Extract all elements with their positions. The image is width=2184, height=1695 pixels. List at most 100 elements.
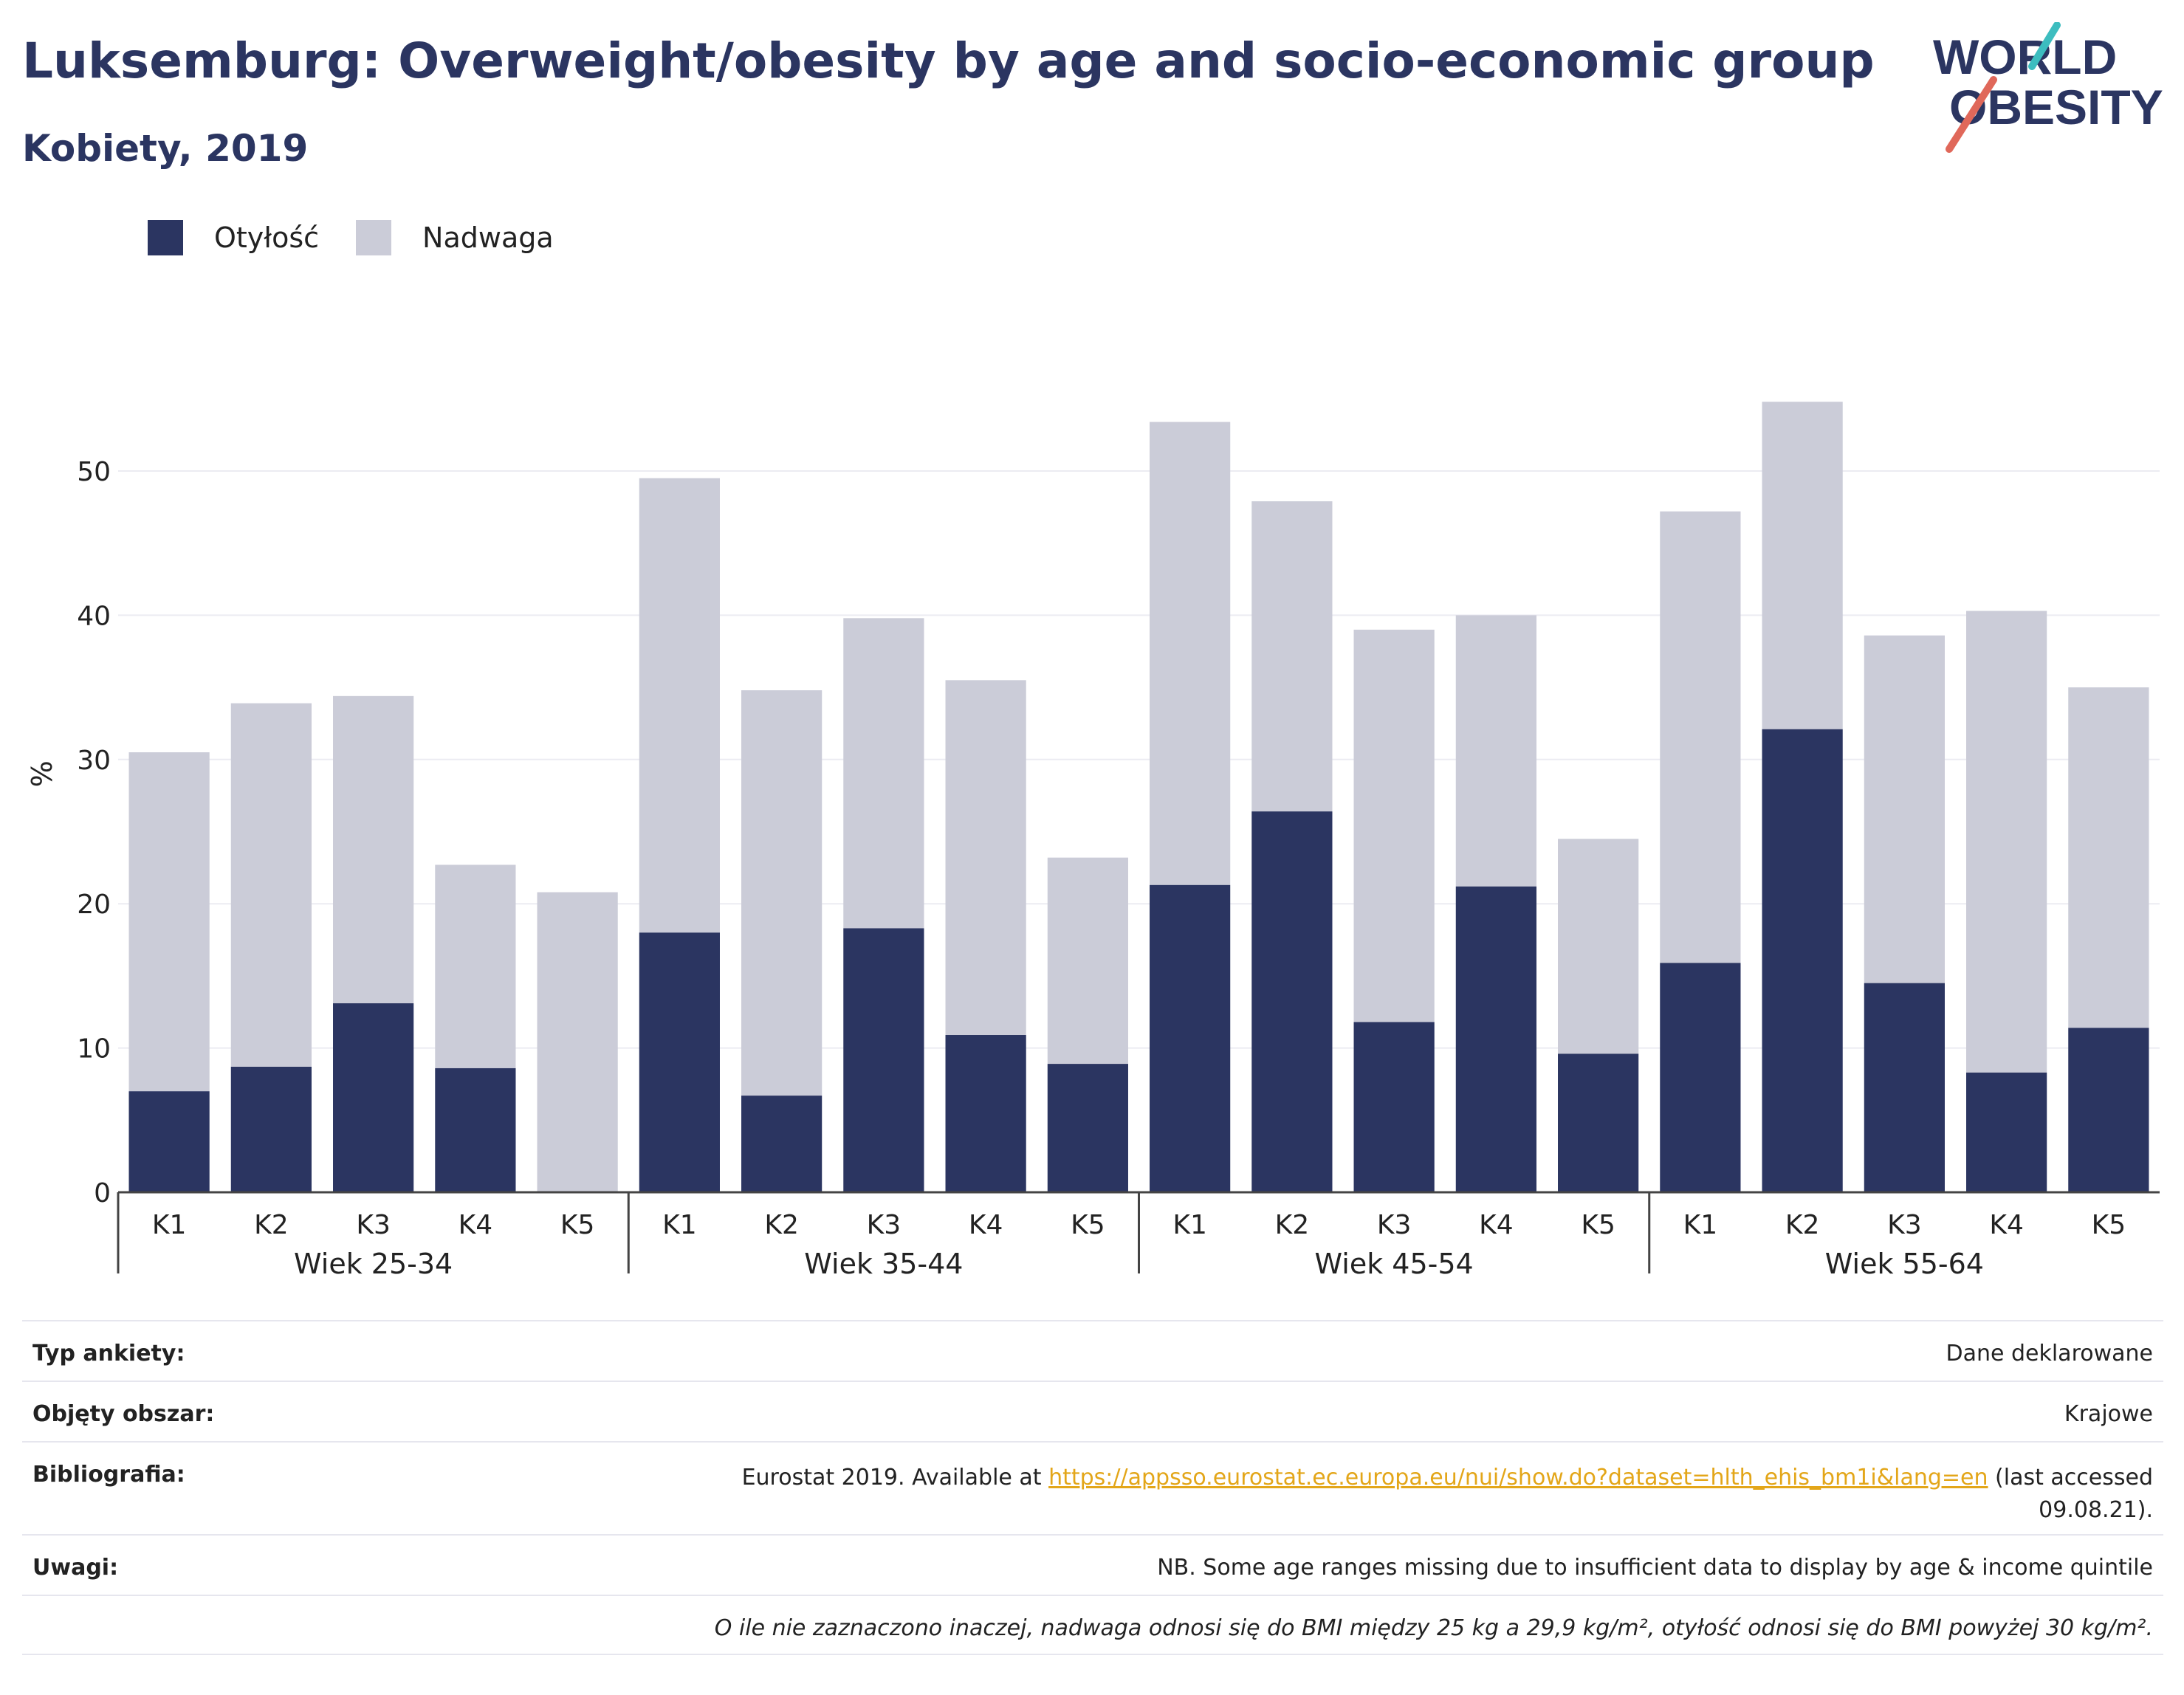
legend-swatch-overweight — [356, 220, 392, 255]
y-tick-label-30: 30 — [77, 746, 111, 776]
bibliography-label: Bibliografia: — [32, 1462, 185, 1488]
y-tick-label-20: 20 — [77, 890, 111, 920]
x-tick-label: K1 — [1172, 1210, 1207, 1240]
bar-overweight-3-k4 — [1455, 615, 1536, 887]
coverage-label: Objęty obszar: — [32, 1401, 215, 1427]
info-row-survey-type: Typ ankiety: Dane deklarowane — [22, 1320, 2163, 1381]
bar-overweight-1-k5 — [537, 892, 618, 1192]
bar-overweight-1-k2 — [230, 703, 312, 1067]
x-tick-label: K3 — [867, 1210, 902, 1240]
footnote: O ile nie zaznaczono inaczej, nadwaga od… — [714, 1615, 2153, 1641]
y-tick-label-40: 40 — [77, 601, 111, 631]
group-label: Wiek 45-54 — [1315, 1248, 1474, 1280]
bar-overweight-4-k5 — [2068, 687, 2149, 1028]
x-tick-label: K5 — [1071, 1210, 1105, 1240]
info-row-notes: Uwagi: NB. Some age ranges missing due t… — [22, 1534, 2163, 1595]
bibliography-value: Eurostat 2019. Available at https://apps… — [742, 1462, 2153, 1527]
coverage-value: Krajowe — [2064, 1401, 2153, 1427]
x-tick-label: K2 — [764, 1210, 799, 1240]
bar-overweight-3-k2 — [1251, 501, 1333, 812]
group-label: Wiek 25-34 — [294, 1248, 453, 1280]
world-obesity-logo: WORLD OBESITY — [1927, 21, 2171, 155]
y-tick-label-50: 50 — [77, 457, 111, 487]
legend-label-obesity: Otyłość — [214, 221, 320, 254]
bar-overweight-3-k5 — [1558, 839, 1639, 1054]
bar-obesity-2-k4 — [945, 1035, 1026, 1192]
logo-line2: OBESITY — [1949, 80, 2163, 134]
info-table: Typ ankiety: Dane deklarowane Objęty obs… — [22, 1320, 2163, 1655]
legend-swatch-obesity — [148, 220, 183, 255]
x-tick-label: K4 — [459, 1210, 493, 1240]
bibliography-link[interactable]: https://appsso.eurostat.ec.europa.eu/nui… — [1048, 1465, 1988, 1491]
legend-item-obesity: Otyłość — [148, 220, 319, 255]
legend-item-overweight: Nadwaga — [356, 220, 554, 255]
bar-overweight-4-k2 — [1762, 402, 1843, 729]
legend: Otyłość Nadwaga — [148, 220, 591, 255]
bar-obesity-1-k1 — [128, 1091, 210, 1192]
x-tick-label: K2 — [1785, 1210, 1820, 1240]
bar-obesity-2-k5 — [1047, 1064, 1128, 1192]
notes-label: Uwagi: — [32, 1555, 119, 1581]
x-tick-label: K4 — [1479, 1210, 1514, 1240]
x-tick-label: K4 — [969, 1210, 1003, 1240]
legend-label-overweight: Nadwaga — [422, 221, 554, 254]
x-tick-label: K5 — [1581, 1210, 1615, 1240]
bar-overweight-1-k4 — [435, 864, 516, 1068]
bar-obesity-2-k1 — [639, 932, 720, 1192]
bar-obesity-3-k2 — [1251, 811, 1333, 1192]
bar-obesity-3-k1 — [1150, 884, 1231, 1192]
bar-obesity-4-k1 — [1660, 963, 1741, 1192]
bar-obesity-4-k3 — [1864, 983, 1945, 1192]
bar-overweight-4-k1 — [1660, 511, 1741, 963]
chart-title: Luksemburg: Overweight/obesity by age an… — [22, 32, 1875, 89]
bar-obesity-3-k5 — [1558, 1053, 1639, 1192]
info-row-footnote: O ile nie zaznaczono inaczej, nadwaga od… — [22, 1595, 2163, 1655]
bibliography-suffix2: 09.08.21). — [2039, 1497, 2153, 1523]
survey-type-label: Typ ankiety: — [32, 1341, 185, 1366]
bar-obesity-4-k5 — [2068, 1028, 2149, 1192]
info-row-bibliography: Bibliografia: Eurostat 2019. Available a… — [22, 1441, 2163, 1534]
bar-overweight-2-k4 — [945, 680, 1026, 1036]
bar-obesity-2-k3 — [843, 928, 924, 1192]
x-tick-label: K3 — [1887, 1210, 1922, 1240]
notes-value: NB. Some age ranges missing due to insuf… — [1157, 1555, 2153, 1581]
x-tick-label: K1 — [662, 1210, 697, 1240]
x-tick-label: K1 — [1683, 1210, 1718, 1240]
bar-overweight-1-k1 — [128, 752, 210, 1092]
bar-overweight-2-k3 — [843, 618, 924, 929]
bar-obesity-1-k2 — [230, 1067, 312, 1192]
y-axis-label: % — [26, 760, 58, 787]
bar-overweight-2-k2 — [741, 690, 823, 1096]
bar-obesity-1-k3 — [333, 1003, 414, 1192]
survey-type-value: Dane deklarowane — [1946, 1341, 2153, 1366]
stacked-bar-chart: 0 10 20 30 40 50% K1 K2 K3 K4 K5 Wiek 25-34 K1 K2 K3 K4… — [26, 402, 2160, 1280]
bar-overweight-2-k1 — [639, 478, 720, 933]
y-tick-label-0: 0 — [94, 1178, 111, 1208]
chart-subtitle: Kobiety, 2019 — [22, 127, 309, 170]
y-tick-label-10: 10 — [77, 1034, 111, 1065]
bar-overweight-4-k4 — [1966, 611, 2047, 1073]
bibliography-suffix: (last accessed — [1988, 1465, 2153, 1491]
x-tick-label: K2 — [1275, 1210, 1310, 1240]
bar-obesity-1-k4 — [435, 1067, 516, 1192]
info-row-coverage: Objęty obszar: Krajowe — [22, 1381, 2163, 1441]
x-tick-label: K5 — [2092, 1210, 2126, 1240]
bar-overweight-1-k3 — [333, 695, 414, 1004]
bar-overweight-2-k5 — [1047, 857, 1128, 1065]
x-tick-label: K5 — [560, 1210, 595, 1240]
logo-slash-coral — [1946, 76, 1997, 153]
group-label: Wiek 55-64 — [1825, 1248, 1984, 1280]
x-tick-label: K3 — [1377, 1210, 1412, 1240]
bibliography-prefix: Eurostat 2019. Available at — [741, 1465, 1049, 1491]
bar-overweight-4-k3 — [1864, 635, 1945, 983]
bar-obesity-4-k2 — [1762, 729, 1843, 1192]
bar-obesity-2-k2 — [741, 1096, 823, 1192]
logo-slash-teal — [2028, 21, 2061, 70]
x-tick-label: K4 — [1989, 1210, 2024, 1240]
x-tick-label: K3 — [356, 1210, 391, 1240]
bar-overweight-3-k3 — [1353, 629, 1435, 1022]
bar-obesity-3-k3 — [1353, 1022, 1435, 1192]
x-tick-label: K2 — [254, 1210, 289, 1240]
x-tick-label: K1 — [152, 1210, 187, 1240]
bar-obesity-4-k4 — [1966, 1072, 2047, 1192]
